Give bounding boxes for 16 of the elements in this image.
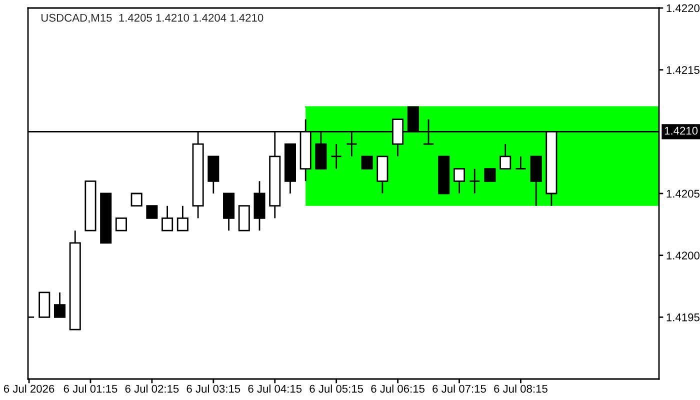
x-tick-label: 6 Jul 06:15 <box>371 384 425 393</box>
x-tick-label: 6 Jul 07:15 <box>432 384 486 393</box>
ref-line-label: 1.4210 <box>664 126 698 135</box>
y-tick-label: 1.4195 <box>666 313 700 322</box>
x-tick-label: 6 Jul 2026 <box>4 384 54 393</box>
chart-title: USDCAD,M15 1.4205 1.4210 1.4204 1.4210 <box>41 14 264 24</box>
x-tick-label: 6 Jul 04:15 <box>248 384 302 393</box>
y-tick-label: 1.4200 <box>666 252 700 260</box>
y-tick-label: 1.4205 <box>666 190 700 198</box>
x-tick-label: 6 Jul 02:15 <box>125 384 179 393</box>
y-tick-label: 1.4215 <box>666 66 700 74</box>
x-tick-label: 6 Jul 01:15 <box>64 384 118 393</box>
y-tick-label: 1.4220 <box>666 4 700 12</box>
x-tick-label: 6 Jul 03:15 <box>186 384 240 393</box>
x-tick-label: 6 Jul 05:15 <box>310 384 364 393</box>
x-tick-label: 6 Jul 08:15 <box>494 384 548 393</box>
